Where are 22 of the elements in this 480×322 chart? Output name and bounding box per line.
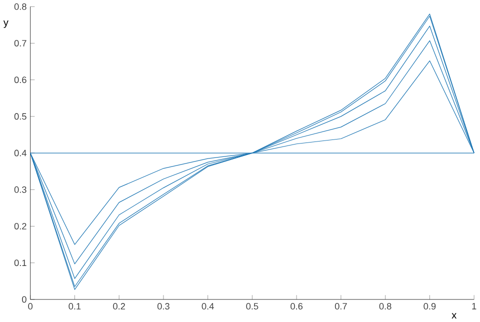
y-tick-label: 0.4 [14, 150, 26, 156]
x-tick-label: 0.7 [334, 303, 347, 310]
y-tick-label: 0.8 [14, 3, 26, 10]
y-tick-label: 0 [22, 296, 26, 303]
x-tick-label: 0.1 [68, 303, 81, 310]
x-tick-label: 0 [28, 303, 33, 310]
x-tick-label: 0.6 [290, 303, 303, 310]
y-tick-label: 0.2 [14, 223, 26, 230]
x-tick-label: 0.4 [202, 303, 214, 310]
x-axis-title: x [452, 313, 457, 319]
x-tick-label: 0.9 [424, 303, 436, 310]
y-tick-label: 0.1 [14, 260, 26, 266]
x-tick-label: 0.5 [246, 303, 258, 310]
x-tick-label: 0.8 [379, 303, 392, 310]
x-tick-label: 0.3 [157, 303, 170, 310]
y-axis-title: y [3, 20, 8, 28]
y-tick-label: 0.3 [14, 186, 26, 193]
x-tick-label: 0.2 [113, 303, 125, 310]
x-tick-label: 1 [472, 303, 476, 310]
y-tick-label: 0.6 [14, 76, 26, 84]
y-tick-label: 0.7 [14, 40, 26, 46]
y-tick-label: 0.5 [14, 113, 26, 120]
